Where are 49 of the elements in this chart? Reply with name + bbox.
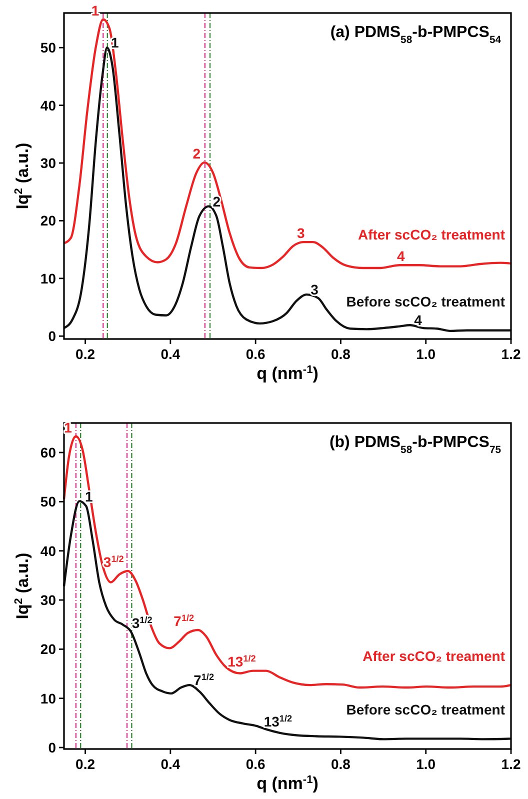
y-tick-label: 10 bbox=[40, 690, 56, 706]
x-tick-label: 1.2 bbox=[501, 756, 521, 772]
annotation: 3 bbox=[296, 225, 305, 242]
series-label: After scCO₂ treatment bbox=[358, 226, 506, 242]
line-series bbox=[62, 435, 512, 689]
annotation: 13$^{1/2}$ bbox=[264, 713, 292, 730]
y-tick-label: 50 bbox=[40, 494, 56, 510]
x-tick-label: 1.0 bbox=[416, 346, 436, 362]
line-series bbox=[62, 500, 512, 740]
y-tick-label: 20 bbox=[40, 212, 56, 229]
series-label: Before scCO₂ treatment bbox=[346, 293, 506, 310]
y-tick-label: 40 bbox=[40, 542, 56, 559]
line-series bbox=[62, 18, 512, 270]
y-tick-label: 0 bbox=[48, 328, 56, 344]
text: (b) PDMS$_{58}$-b-PMPCS$_{75}$ bbox=[329, 434, 502, 456]
x-tick-label: 0.6 bbox=[246, 756, 266, 772]
text: (a) PDMS$_{58}$-b-PMPCS$_{54}$ bbox=[330, 24, 502, 46]
annotation: 2 bbox=[192, 145, 201, 162]
y-tick-label: 40 bbox=[40, 97, 56, 114]
x-tick-label: 0.2 bbox=[76, 346, 96, 362]
x-tick-label: 0.6 bbox=[246, 346, 266, 362]
series-label: After scCO₂ treament bbox=[362, 648, 506, 664]
y-tick-label: 30 bbox=[40, 155, 56, 172]
annotation: 7$^{1/2}$ bbox=[194, 672, 214, 688]
annotation: 1 bbox=[64, 419, 72, 436]
y-tick-label: 20 bbox=[40, 641, 56, 658]
y-tick-label: 0 bbox=[48, 740, 56, 756]
annotation: 3$^{1/2}$ bbox=[103, 554, 124, 570]
x-axis-title: q (nm$^{-1}$) bbox=[256, 774, 318, 793]
x-tick-label: 0.8 bbox=[330, 346, 351, 362]
annotation: 3 bbox=[310, 282, 319, 298]
x-tick-label: 0.8 bbox=[330, 756, 351, 772]
y-tick-label: 60 bbox=[40, 444, 56, 460]
annotation: 7$^{1/2}$ bbox=[174, 613, 194, 630]
y-tick-label: 50 bbox=[40, 40, 56, 56]
x-tick-label: 0.2 bbox=[76, 756, 96, 772]
annotation: 4 bbox=[397, 248, 406, 264]
x-axis-title: q (nm$^{-1}$) bbox=[256, 364, 318, 383]
series-label: Before scCO₂ treatment bbox=[346, 702, 506, 718]
line-series bbox=[62, 46, 512, 332]
y-tick-label: 30 bbox=[40, 592, 56, 608]
x-tick-label: 1.2 bbox=[501, 346, 521, 362]
x-tick-label: 0.4 bbox=[160, 346, 180, 362]
annotation: 2 bbox=[212, 193, 221, 210]
annotation: 4 bbox=[414, 312, 422, 328]
x-tick-label: 1.0 bbox=[416, 756, 436, 772]
annotation: 13$^{1/2}$ bbox=[228, 653, 256, 670]
y-tick-label: 10 bbox=[40, 270, 56, 286]
x-tick-label: 0.4 bbox=[160, 756, 180, 772]
